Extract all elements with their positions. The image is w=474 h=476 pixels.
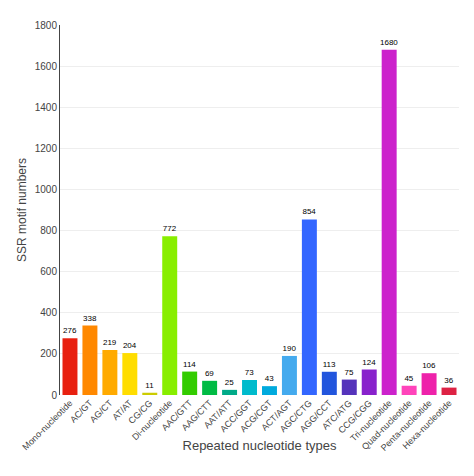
svg-text:CCG/CGG: CCG/CGG <box>336 398 373 435</box>
svg-text:45: 45 <box>404 374 413 383</box>
svg-text:36: 36 <box>444 376 453 385</box>
svg-text:200: 200 <box>40 348 57 359</box>
svg-text:1000: 1000 <box>35 184 58 195</box>
svg-text:43: 43 <box>265 374 274 383</box>
svg-text:Repeated nucleotide types: Repeated nucleotide types <box>183 438 337 453</box>
svg-text:11: 11 <box>145 381 154 390</box>
svg-text:600: 600 <box>40 266 57 277</box>
svg-text:Mono-nucleotide: Mono-nucleotide <box>20 398 74 452</box>
svg-text:AC/GT: AC/GT <box>68 398 95 425</box>
svg-text:Tri-nucleotide: Tri-nucleotide <box>348 398 393 443</box>
svg-text:SSR motif numbers: SSR motif numbers <box>15 158 29 262</box>
svg-text:106: 106 <box>422 361 436 370</box>
svg-text:AGC/CTG: AGC/CTG <box>278 398 314 434</box>
svg-text:69: 69 <box>205 369 214 378</box>
svg-text:338: 338 <box>83 314 97 323</box>
svg-text:Hexa-nucleotide: Hexa-nucleotide <box>401 398 454 451</box>
svg-text:854: 854 <box>302 207 316 216</box>
svg-text:AAT/ATT: AAT/ATT <box>202 398 235 431</box>
svg-text:Di-nucleotide: Di-nucleotide <box>130 398 174 442</box>
svg-text:1800: 1800 <box>35 20 58 31</box>
svg-text:113: 113 <box>323 360 336 369</box>
svg-text:1600: 1600 <box>35 61 58 72</box>
svg-text:AT/AT: AT/AT <box>110 398 135 423</box>
svg-text:ACT/AGT: ACT/AGT <box>259 398 294 433</box>
svg-text:1200: 1200 <box>35 143 58 154</box>
svg-text:1680: 1680 <box>380 38 398 47</box>
svg-text:114: 114 <box>183 360 196 369</box>
svg-text:Penta-nucleotide: Penta-nucleotide <box>379 398 434 453</box>
svg-text:ATC/ATG: ATC/ATG <box>320 398 354 432</box>
svg-text:73: 73 <box>245 368 254 377</box>
svg-text:CG/CG: CG/CG <box>126 398 154 426</box>
svg-text:800: 800 <box>40 225 57 236</box>
svg-text:ACG/CGT: ACG/CGT <box>238 398 274 434</box>
svg-text:Quad-nucleotide: Quad-nucleotide <box>360 398 414 452</box>
svg-text:AAC/GTT: AAC/GTT <box>160 398 195 433</box>
svg-text:AGG/CCT: AGG/CCT <box>298 398 334 434</box>
svg-text:276: 276 <box>63 326 77 335</box>
svg-text:75: 75 <box>345 368 354 377</box>
svg-text:204: 204 <box>123 341 137 350</box>
svg-text:190: 190 <box>282 344 296 353</box>
svg-text:219: 219 <box>103 338 117 347</box>
svg-text:1400: 1400 <box>35 102 58 113</box>
svg-text:AAG/CTT: AAG/CTT <box>180 398 215 433</box>
svg-text:124: 124 <box>362 358 376 367</box>
svg-text:ACC/GGT: ACC/GGT <box>218 398 254 434</box>
svg-text:772: 772 <box>163 224 177 233</box>
svg-text:0: 0 <box>51 390 57 401</box>
svg-text:400: 400 <box>40 307 57 318</box>
svg-text:25: 25 <box>225 378 234 387</box>
svg-text:AG/CT: AG/CT <box>88 398 115 425</box>
